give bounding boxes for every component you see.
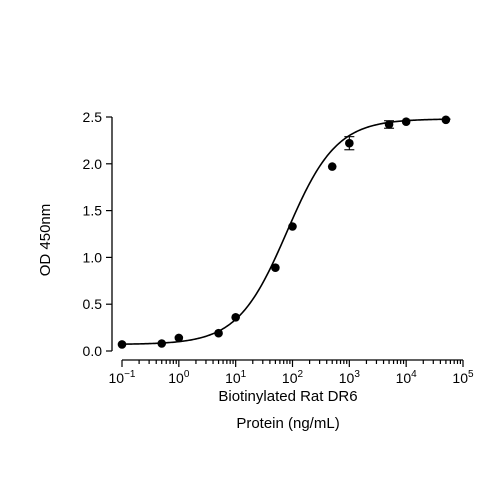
data-point bbox=[117, 340, 127, 349]
y-tick-label: 2.5 bbox=[83, 109, 103, 125]
ticks: 0.0 0.5 1.0 1.5 2.0 2.5 10−1 100 101 102 103 104 105 bbox=[83, 109, 474, 386]
data-point bbox=[231, 313, 240, 322]
x-tick-label: 10−1 bbox=[109, 369, 136, 386]
data-point bbox=[384, 120, 394, 129]
y-tick-label: 0.5 bbox=[83, 296, 103, 312]
data-point bbox=[345, 138, 354, 148]
x-tick-label: 100 bbox=[168, 369, 190, 386]
axes bbox=[111, 117, 463, 361]
x-tick-label: 101 bbox=[225, 369, 247, 386]
x-tick-label: 103 bbox=[339, 369, 361, 386]
x-axis-title-line2: Protein (ng/mL) bbox=[236, 415, 339, 432]
y-tick-label: 0.0 bbox=[83, 343, 103, 359]
y-axis-title: OD 450nm bbox=[37, 204, 54, 277]
y-tick-label: 2.0 bbox=[83, 156, 103, 172]
data-point bbox=[288, 222, 297, 231]
data-point bbox=[441, 115, 451, 125]
data-point bbox=[327, 162, 337, 171]
plot-area bbox=[117, 115, 451, 349]
x-tick-label: 104 bbox=[396, 369, 418, 386]
x-tick-label: 102 bbox=[282, 369, 304, 386]
data-point bbox=[271, 263, 280, 272]
y-tick-label: 1.0 bbox=[83, 249, 103, 265]
data-point bbox=[214, 328, 223, 338]
y-tick-label: 1.5 bbox=[83, 203, 103, 219]
fit-curve bbox=[121, 118, 451, 345]
data-point bbox=[401, 117, 411, 126]
data-point bbox=[157, 339, 167, 348]
data-point bbox=[174, 333, 184, 343]
x-tick-label: 105 bbox=[452, 369, 474, 386]
x-axis-title-line1: Biotinylated Rat DR6 bbox=[218, 388, 357, 405]
